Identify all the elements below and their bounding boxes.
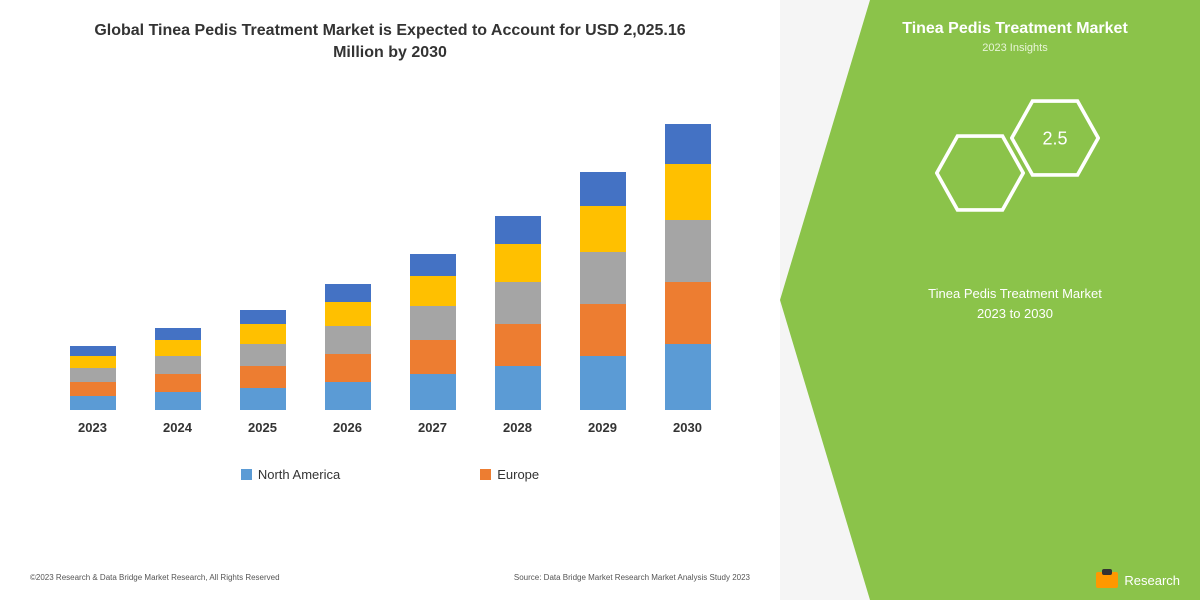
right-title: Tinea Pedis Treatment Market bbox=[850, 20, 1180, 38]
bar-segment bbox=[325, 284, 371, 302]
bar-segment bbox=[325, 326, 371, 354]
bar-segment bbox=[580, 304, 626, 356]
bar-group: 2025 bbox=[228, 310, 298, 435]
right-subtitle: 2023 Insights bbox=[850, 42, 1180, 54]
bar-segment bbox=[155, 392, 201, 410]
bar bbox=[665, 124, 711, 410]
bar-segment bbox=[155, 328, 201, 340]
x-axis-label: 2024 bbox=[163, 420, 192, 435]
x-axis-label: 2028 bbox=[503, 420, 532, 435]
bar-segment bbox=[580, 356, 626, 410]
bar-segment bbox=[70, 368, 116, 382]
right-panel: Tinea Pedis Treatment Market 2023 Insigh… bbox=[780, 0, 1200, 600]
bar-segment bbox=[240, 388, 286, 410]
bar-segment bbox=[665, 164, 711, 220]
bar-segment bbox=[70, 356, 116, 368]
bar-group: 2023 bbox=[58, 346, 128, 435]
bar bbox=[495, 216, 541, 410]
legend-swatch-na bbox=[241, 469, 252, 480]
x-axis-label: 2023 bbox=[78, 420, 107, 435]
legend-item-na: North America bbox=[241, 467, 340, 482]
bar-segment bbox=[410, 276, 456, 306]
right-inner: Tinea Pedis Treatment Market 2023 Insigh… bbox=[850, 20, 1180, 560]
right-footer: Tinea Pedis Treatment Market 2023 to 203… bbox=[850, 284, 1180, 323]
bar-group: 2027 bbox=[398, 254, 468, 435]
legend-swatch-eu bbox=[480, 469, 491, 480]
bar bbox=[410, 254, 456, 410]
hexagon-icon: 2.5 bbox=[1010, 99, 1100, 177]
bar-segment bbox=[240, 366, 286, 388]
bar-segment bbox=[410, 340, 456, 374]
right-footer-line1: Tinea Pedis Treatment Market bbox=[850, 284, 1180, 304]
legend-label-eu: Europe bbox=[497, 467, 539, 482]
bars-container: 2023 2024 2025 2026 2027 2028 2029 2030 bbox=[40, 95, 740, 435]
bar-group: 2028 bbox=[483, 216, 553, 435]
bar-group: 2030 bbox=[653, 124, 723, 435]
x-axis-label: 2027 bbox=[418, 420, 447, 435]
bar-segment bbox=[240, 310, 286, 324]
hex-icon-group: 2.5 bbox=[925, 94, 1105, 234]
brand-icon bbox=[1096, 572, 1118, 588]
bar-segment bbox=[495, 366, 541, 410]
bar-segment bbox=[155, 340, 201, 356]
bar-segment bbox=[70, 396, 116, 410]
bar-segment bbox=[495, 244, 541, 282]
bar-segment bbox=[665, 220, 711, 282]
legend: North America Europe bbox=[30, 467, 750, 482]
footnote-right: Source: Data Bridge Market Research Mark… bbox=[514, 573, 750, 582]
bar-group: 2024 bbox=[143, 328, 213, 435]
bar-segment bbox=[325, 382, 371, 410]
brand-text: Research bbox=[1124, 573, 1180, 588]
bar-segment bbox=[580, 172, 626, 206]
bar-segment bbox=[155, 356, 201, 374]
bar-segment bbox=[495, 324, 541, 366]
bar-segment bbox=[70, 382, 116, 396]
x-axis-label: 2029 bbox=[588, 420, 617, 435]
bar-segment bbox=[665, 282, 711, 344]
bar-segment bbox=[410, 254, 456, 276]
bar-segment bbox=[495, 216, 541, 244]
hex-value: 2.5 bbox=[1042, 128, 1067, 148]
bar-segment bbox=[240, 324, 286, 344]
bar bbox=[70, 346, 116, 410]
bar-segment bbox=[325, 302, 371, 326]
bar bbox=[240, 310, 286, 410]
legend-item-eu: Europe bbox=[480, 467, 539, 482]
bar-segment bbox=[665, 124, 711, 164]
x-axis-label: 2025 bbox=[248, 420, 277, 435]
bar-segment bbox=[155, 374, 201, 392]
bar-segment bbox=[325, 354, 371, 382]
bar-segment bbox=[410, 374, 456, 410]
bar-segment bbox=[240, 344, 286, 366]
x-axis-label: 2030 bbox=[673, 420, 702, 435]
x-axis-label: 2026 bbox=[333, 420, 362, 435]
bar-group: 2029 bbox=[568, 172, 638, 435]
bar-group: 2026 bbox=[313, 284, 383, 435]
bar bbox=[580, 172, 626, 410]
bar-segment bbox=[410, 306, 456, 340]
bar bbox=[325, 284, 371, 410]
bar-segment bbox=[665, 344, 711, 410]
right-footer-line2: 2023 to 2030 bbox=[850, 304, 1180, 324]
bar-segment bbox=[495, 282, 541, 324]
brand-badge: Research bbox=[1096, 572, 1180, 588]
chart-title: Global Tinea Pedis Treatment Market is E… bbox=[30, 20, 750, 65]
footnote-left: ©2023 Research & Data Bridge Market Rese… bbox=[30, 573, 280, 582]
bar bbox=[155, 328, 201, 410]
footnotes: ©2023 Research & Data Bridge Market Rese… bbox=[30, 573, 750, 582]
bar-segment bbox=[580, 252, 626, 304]
bar-segment bbox=[70, 346, 116, 356]
bar-segment bbox=[580, 206, 626, 252]
legend-label-na: North America bbox=[258, 467, 340, 482]
chart-area: 2023 2024 2025 2026 2027 2028 2029 2030 bbox=[40, 95, 740, 455]
left-panel: Global Tinea Pedis Treatment Market is E… bbox=[0, 0, 780, 600]
